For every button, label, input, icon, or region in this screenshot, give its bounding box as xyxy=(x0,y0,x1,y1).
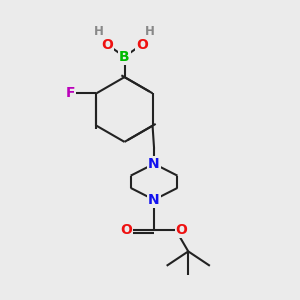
Text: H: H xyxy=(94,25,104,38)
Text: F: F xyxy=(66,86,75,100)
Text: N: N xyxy=(148,193,160,207)
Text: N: N xyxy=(148,157,160,171)
Text: B: B xyxy=(119,50,130,64)
Text: O: O xyxy=(176,223,188,237)
Text: H: H xyxy=(145,25,155,38)
Text: O: O xyxy=(136,38,148,52)
Text: O: O xyxy=(121,223,132,237)
Text: O: O xyxy=(101,38,113,52)
